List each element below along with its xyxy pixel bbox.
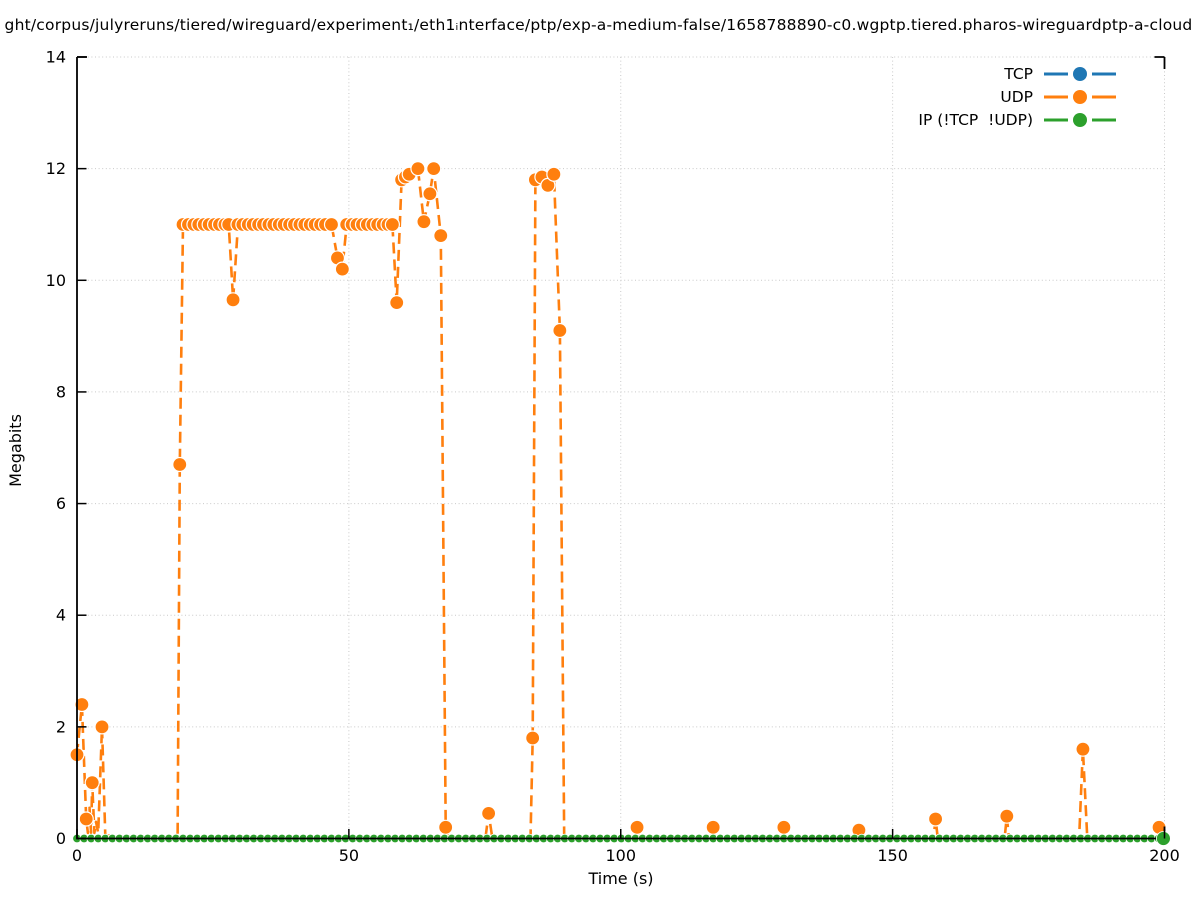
- udp-point-marker: [78, 811, 94, 827]
- udp-point-marker: [433, 228, 449, 244]
- udp-point-marker: [323, 216, 340, 233]
- udp-point-marker: [384, 216, 400, 233]
- legend-dot-icon: [1073, 89, 1087, 104]
- y-tick-label: 4: [56, 606, 66, 625]
- udp-point-marker: [426, 161, 442, 177]
- udp-point-marker: [546, 166, 562, 182]
- udp-point-marker: [422, 186, 438, 202]
- legend-dot-icon: [1073, 66, 1087, 81]
- chart-title: ght/corpus/julyreruns/tiered/wireguard/e…: [4, 16, 1193, 34]
- udp-point-marker: [999, 808, 1015, 824]
- legend-dot-icon: [1073, 112, 1087, 127]
- y-tick-label: 10: [46, 271, 66, 290]
- legend-label-udp: UDP: [1000, 87, 1033, 106]
- legend-sample-ip: [1044, 112, 1116, 127]
- x-tick-label: 100: [605, 846, 636, 865]
- y-tick-label: 12: [46, 159, 66, 178]
- udp-point-marker: [1075, 741, 1091, 757]
- udp-point-marker: [705, 819, 721, 835]
- udp-point-marker: [334, 261, 350, 277]
- x-tick-label: 150: [877, 846, 908, 865]
- y-tick-label: 6: [56, 494, 66, 513]
- udp-point-marker: [525, 730, 541, 746]
- legend: TCP UDP IP (!TCP !UDP): [918, 62, 1117, 131]
- legend-row-udp: UDP: [918, 85, 1117, 108]
- y-tick-label: 2: [56, 717, 66, 736]
- legend-row-ip: IP (!TCP !UDP): [918, 108, 1117, 131]
- udp-point-marker: [776, 819, 792, 835]
- legend-sample-udp: [1044, 89, 1116, 104]
- udp-point-marker: [225, 292, 241, 308]
- y-tick-label: 14: [46, 48, 66, 67]
- udp-point-marker: [927, 811, 944, 827]
- plot-border-corner-stubs: [77, 56, 1166, 839]
- udp-point-marker: [416, 214, 432, 230]
- y-tick-label: 8: [56, 382, 66, 401]
- udp-point-marker: [94, 719, 110, 735]
- legend-row-tcp: TCP: [918, 62, 1117, 85]
- udp-point-marker: [74, 696, 90, 713]
- udp-point-marker: [172, 456, 188, 473]
- legend-sample-tcp: [1044, 66, 1116, 81]
- udp-point-marker: [629, 819, 645, 835]
- udp-point-marker: [410, 161, 426, 177]
- udp-point-marker: [481, 805, 497, 821]
- x-tick-label: 50: [339, 846, 359, 865]
- x-tick-label: 0: [72, 846, 82, 865]
- udp-point-marker: [84, 775, 100, 791]
- ip-end-point-marker: [1156, 831, 1171, 846]
- legend-label-tcp: TCP: [1004, 64, 1033, 83]
- udp-point-marker: [438, 819, 454, 835]
- x-axis-label: Time (s): [588, 869, 654, 888]
- legend-label-ip: IP (!TCP !UDP): [918, 110, 1033, 129]
- y-tick-label: 0: [56, 829, 66, 848]
- plot-border: [76, 57, 1165, 840]
- x-tick-label: 200: [1149, 846, 1180, 865]
- udp-point-marker: [552, 322, 568, 339]
- udp-point-marker: [389, 295, 405, 311]
